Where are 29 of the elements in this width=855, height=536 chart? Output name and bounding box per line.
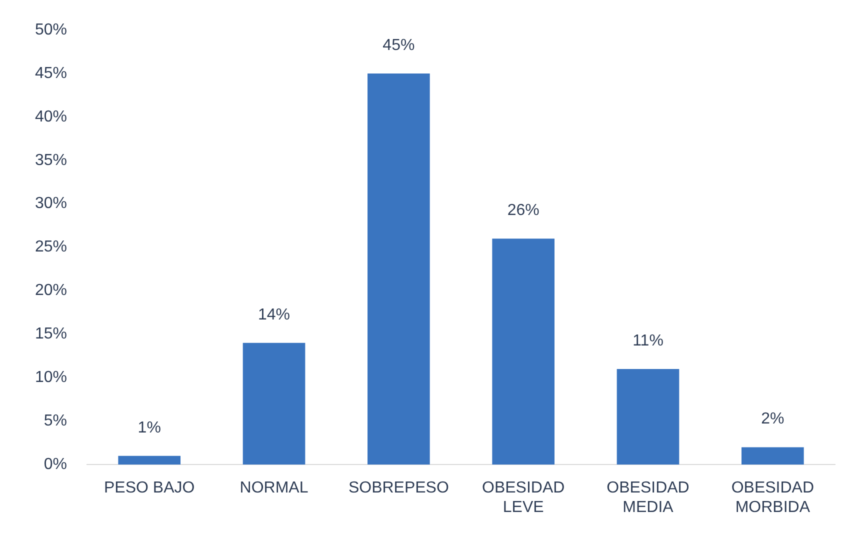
data-label: 1% — [138, 419, 161, 436]
x-tick-label: OBESIDAD MEDIA — [606, 480, 690, 516]
x-tick-label: SOBREPESO — [348, 480, 449, 497]
y-tick-label: 20% — [34, 282, 68, 300]
data-label: 2% — [761, 410, 784, 428]
x-tick-label: NORMAL — [240, 480, 308, 497]
bar — [368, 73, 430, 465]
bar — [742, 447, 804, 465]
bar — [242, 342, 306, 465]
y-tick-label: 35% — [34, 152, 68, 169]
data-label: 11% — [632, 332, 664, 350]
y-tick-label: 0% — [44, 456, 68, 474]
bar — [492, 238, 555, 465]
x-tick-label: PESO BAJO — [104, 480, 195, 497]
bar — [118, 456, 181, 465]
data-label: 45% — [382, 36, 415, 54]
y-tick-label: 30% — [34, 195, 68, 212]
y-tick-label: 50% — [34, 21, 68, 38]
x-tick-label: OBESIDAD LEVE — [482, 480, 565, 516]
y-tick-label: 40% — [34, 108, 68, 126]
y-tick-label: 5% — [44, 412, 68, 430]
data-label: 14% — [258, 306, 290, 324]
x-tick-label: OBESIDAD MORBIDA — [731, 480, 814, 516]
y-tick-label: 25% — [34, 238, 68, 256]
data-label: 26% — [507, 202, 540, 220]
y-tick-label: 15% — [34, 326, 68, 343]
y-tick-label: 10% — [34, 369, 68, 386]
bar — [616, 368, 680, 465]
y-tick-label: 45% — [34, 64, 68, 82]
